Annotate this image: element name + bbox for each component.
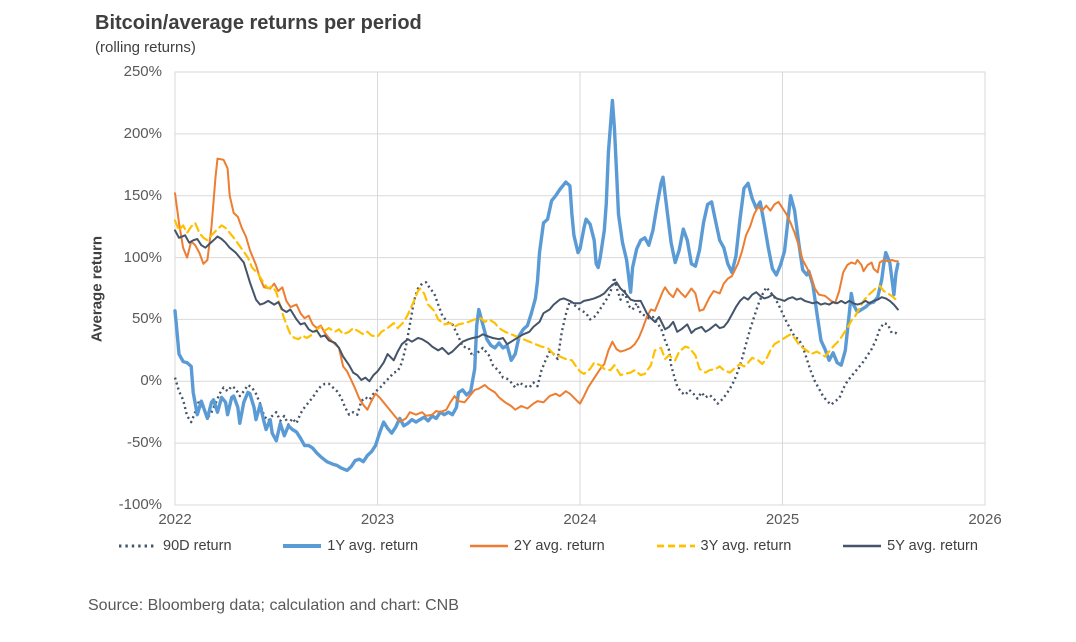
y-tick-label: -50%	[126, 434, 162, 452]
legend-label: 90D return	[163, 538, 232, 554]
plot-border	[174, 71, 986, 506]
legend-marker-1y-avg-return	[283, 544, 322, 548]
y-tick-label: 250%	[123, 63, 162, 80]
y-tick-label: -100%	[118, 496, 162, 513]
legend-item-90d-return: 90D return	[118, 538, 232, 554]
legend-label: 2Y avg. return	[513, 538, 605, 554]
chart-title: Bitcoin/average returns per period	[95, 12, 422, 34]
legend-item-3y-avg-return: 3Y avg. return	[656, 538, 792, 554]
legend-marker-5y-avg-return	[843, 544, 882, 548]
legend-label: 1Y avg. return	[327, 538, 419, 554]
legend-marker-2y-avg-return	[469, 544, 508, 548]
series-line-5y-avg-return	[174, 229, 899, 383]
legend-item-2y-avg-return: 2Y avg. return	[469, 538, 605, 554]
series-line-2y-avg-return	[174, 157, 899, 422]
series-line-90d-return	[173, 276, 899, 426]
y-tick-label: 0%	[140, 372, 162, 390]
y-tick-label: 100%	[123, 248, 162, 266]
x-tick-label: 2023	[360, 511, 395, 528]
x-tick-label: 2025	[765, 511, 800, 528]
legend-marker-90d-return	[119, 544, 157, 548]
legend-label: 5Y avg. return	[887, 538, 978, 554]
x-tick-label: 2022	[158, 511, 192, 528]
source-note: Source: Bloomberg data; calculation and …	[88, 597, 459, 614]
legend-item-1y-avg-return: 1Y avg. return	[282, 538, 418, 554]
legend-item-5y-avg-return: 5Y avg. return	[842, 538, 978, 554]
y-tick-label: 200%	[123, 124, 162, 142]
x-tick-label: 2026	[968, 511, 1002, 528]
y-axis-title: Average return	[88, 235, 106, 343]
x-tick-label: 2024	[563, 511, 597, 528]
series-line-1y-avg-return	[173, 98, 900, 473]
chart-subtitle: (rolling returns)	[95, 39, 196, 56]
legend-marker-3y-avg-return	[656, 544, 695, 548]
y-tick-label: 50%	[131, 310, 162, 328]
y-tick-label: 150%	[123, 186, 162, 204]
legend-label: 3Y avg. return	[700, 538, 792, 554]
series-line-3y-avg-return	[173, 219, 899, 377]
chart-legend: 90D return 1Y avg. return 2Y avg. return 3Y…	[118, 538, 978, 554]
